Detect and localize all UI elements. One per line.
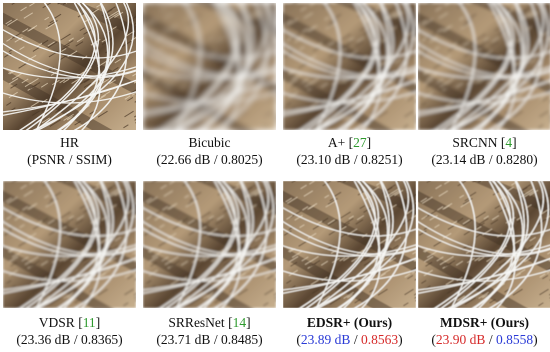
method-name: SRCNN	[452, 135, 498, 150]
metric-values: (23.10 dB / 0.8251)	[296, 152, 403, 167]
a-plus-image	[283, 3, 416, 130]
psnr-value: 22.66 dB	[160, 152, 211, 167]
mdsr-plus-image	[418, 181, 550, 308]
ssim-value: 0.8485	[220, 332, 259, 347]
edsr-plus-image	[283, 181, 416, 308]
bicubic-image	[143, 3, 276, 130]
metric-values: (23.89 dB / 0.8563)	[296, 332, 403, 347]
panel-caption: Bicubic (22.66 dB / 0.8025)	[137, 134, 282, 168]
ssim-value: 0.8365	[80, 332, 119, 347]
psnr-value: 23.14 dB	[435, 152, 486, 167]
metric-values: (23.71 dB / 0.8485)	[156, 332, 263, 347]
srcnn-image	[418, 3, 550, 130]
citation-link[interactable]: 4	[505, 135, 513, 150]
panel-caption: MDSR+ (Ours) (23.90 dB / 0.8558)	[412, 314, 550, 348]
method-name: EDSR+ (Ours)	[306, 315, 393, 330]
ssim-value: 0.8251	[360, 152, 399, 167]
metric-values: (23.90 dB / 0.8558)	[431, 332, 538, 347]
method-name: Bicubic	[188, 135, 231, 150]
citation-link[interactable]: 11	[82, 315, 96, 330]
panel-caption: VDSR [11] (23.36 dB / 0.8365)	[0, 314, 142, 348]
ssim-value: 0.8025	[220, 152, 259, 167]
citation-link[interactable]: 27	[353, 135, 367, 150]
method-name: VDSR	[38, 315, 75, 330]
psnr-value: 23.36 dB	[20, 332, 71, 347]
method-name: A+	[327, 135, 346, 150]
psnr-value: 23.10 dB	[300, 152, 351, 167]
psnr-value: 23.89 dB	[300, 332, 351, 347]
method-name: MDSR+ (Ours)	[439, 315, 530, 330]
ssim-value: 0.8558	[495, 332, 534, 347]
srresnet-image	[143, 181, 276, 308]
method-name: HR	[60, 135, 79, 150]
psnr-value: 23.71 dB	[160, 332, 211, 347]
ssim-value: 0.8280	[495, 152, 534, 167]
metric-header: (PSNR / SSIM)	[27, 152, 112, 167]
panel-caption: SRCNN [4] (23.14 dB / 0.8280)	[412, 134, 550, 168]
panel-caption: SRResNet [14] (23.71 dB / 0.8485)	[137, 314, 282, 348]
hr-image	[3, 3, 136, 130]
vdsr-image	[3, 181, 136, 308]
method-name: SRResNet	[168, 315, 225, 330]
ssim-value: 0.8563	[360, 332, 399, 347]
metric-values: (23.14 dB / 0.8280)	[431, 152, 538, 167]
metric-values: (23.36 dB / 0.8365)	[16, 332, 123, 347]
citation-link[interactable]: 14	[232, 315, 247, 330]
panel-caption: A+ [27] (23.10 dB / 0.8251)	[277, 134, 422, 168]
panel-caption: HR (PSNR / SSIM)	[0, 134, 142, 168]
panel-caption: EDSR+ (Ours) (23.89 dB / 0.8563)	[277, 314, 422, 348]
metric-values: (22.66 dB / 0.8025)	[156, 152, 263, 167]
psnr-value: 23.90 dB	[435, 332, 486, 347]
